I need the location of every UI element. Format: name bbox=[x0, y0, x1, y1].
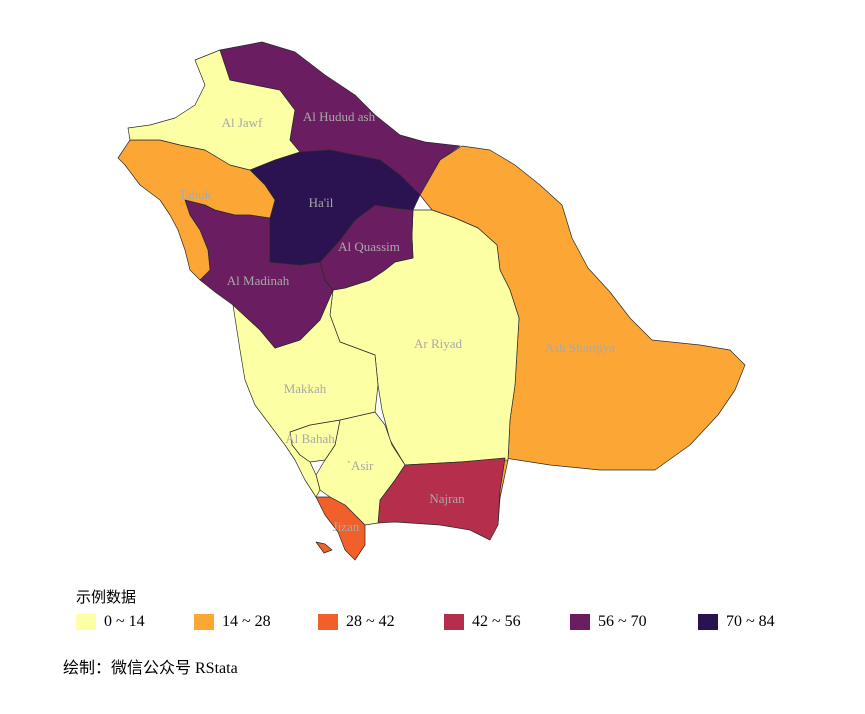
label-al-quassim: Al Quassim bbox=[338, 239, 400, 254]
legend-label: 0 ~ 14 bbox=[104, 613, 145, 630]
label-jizan: Jizan bbox=[333, 519, 360, 534]
legend-swatch bbox=[194, 614, 214, 630]
label-hail: Ha'il bbox=[309, 195, 334, 210]
label-asir: `Asir bbox=[347, 458, 374, 473]
legend: 示例数据 0 ~ 14 14 ~ 28 28 ~ 42 42 ~ 56 56 ~… bbox=[76, 586, 836, 635]
legend-swatch bbox=[698, 614, 718, 630]
label-al-madinah: Al Madinah bbox=[227, 273, 290, 288]
label-al-bahah: Al Bahah bbox=[285, 431, 335, 446]
caption: 绘制：微信公众号 RStata bbox=[63, 660, 238, 677]
label-ash-sharqiya: Ash Sharqiya bbox=[545, 340, 616, 355]
legend-label: 14 ~ 28 bbox=[222, 613, 271, 630]
legend-swatch bbox=[444, 614, 464, 630]
legend-swatch bbox=[318, 614, 338, 630]
legend-label: 56 ~ 70 bbox=[598, 613, 647, 630]
label-ar-riyad: Ar Riyad bbox=[414, 336, 463, 351]
label-al-jawf: Al Jawf bbox=[222, 115, 263, 130]
legend-item: 42 ~ 56 bbox=[444, 613, 521, 631]
label-makkah: Makkah bbox=[284, 381, 327, 396]
label-najran: Najran bbox=[429, 491, 465, 506]
saudi-arabia-choropleth-map: Al Jawf Al Hudud ash Tabuk Ha'il Al Quas… bbox=[117, 41, 746, 561]
label-al-hudud: Al Hudud ash bbox=[303, 109, 376, 124]
legend-item: 14 ~ 28 bbox=[194, 613, 271, 631]
legend-item: 28 ~ 42 bbox=[318, 613, 395, 631]
legend-item: 56 ~ 70 bbox=[570, 613, 647, 631]
label-tabuk: Tabuk bbox=[179, 187, 212, 202]
legend-item: 70 ~ 84 bbox=[698, 613, 775, 631]
legend-item: 0 ~ 14 bbox=[76, 613, 145, 631]
legend-label: 28 ~ 42 bbox=[346, 613, 395, 630]
legend-label: 42 ~ 56 bbox=[472, 613, 521, 630]
legend-swatch bbox=[76, 614, 96, 630]
region-asir bbox=[315, 411, 406, 526]
region-al-hudud bbox=[219, 41, 461, 196]
legend-title: 示例数据 bbox=[76, 590, 137, 606]
legend-label: 70 ~ 84 bbox=[726, 613, 775, 630]
region-jizan-island bbox=[315, 541, 333, 554]
legend-items: 0 ~ 14 14 ~ 28 28 ~ 42 42 ~ 56 56 ~ 70 7… bbox=[76, 613, 836, 635]
region-jizan bbox=[315, 496, 366, 561]
legend-swatch bbox=[570, 614, 590, 630]
